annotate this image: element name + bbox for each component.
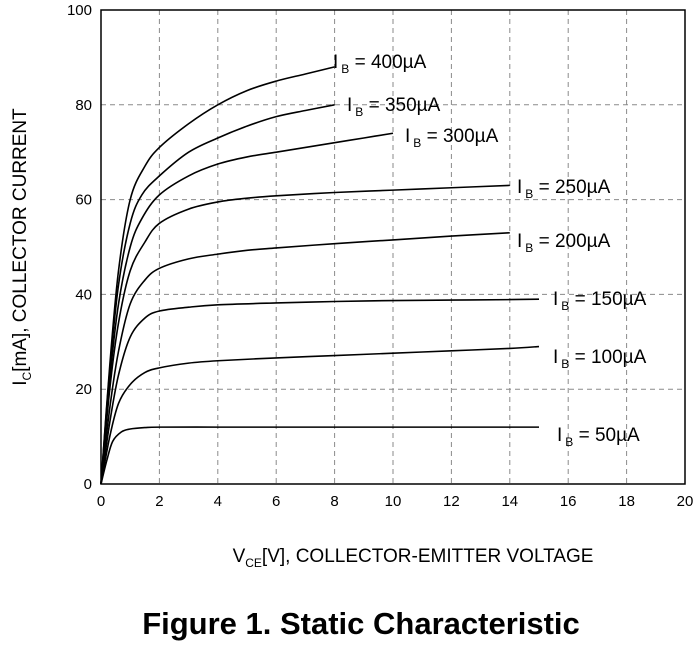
y-tick-label: 60 xyxy=(75,192,92,209)
grid xyxy=(101,10,685,484)
series-curve-2 xyxy=(100,104,335,485)
x-tick-label: 16 xyxy=(560,493,577,510)
series-curve-1 xyxy=(100,66,335,485)
y-tick-label: 20 xyxy=(75,381,92,398)
x-tick-label: 12 xyxy=(443,493,460,510)
y-axis-title-main: I xyxy=(10,380,31,385)
x-tick-labels: 0 2 4 6 8 10 12 14 16 18 20 xyxy=(97,493,694,510)
x-tick-label: 8 xyxy=(330,493,338,510)
x-axis-title-sub: CE xyxy=(245,556,262,570)
curves xyxy=(100,66,540,485)
y-tick-label: 40 xyxy=(75,286,92,303)
plot-frame xyxy=(100,9,686,485)
series-curve-7 xyxy=(100,345,540,485)
series-curve-4 xyxy=(100,184,510,485)
x-tick-label: 6 xyxy=(272,493,280,510)
series-curve-5 xyxy=(100,231,510,485)
y-tick-label: 80 xyxy=(75,97,92,114)
x-axis-title: VCE[V], COLLECTOR-EMITTER VOLTAGE xyxy=(233,546,594,570)
y-tick-label: 100 xyxy=(67,2,92,19)
y-axis-title: IC[mA], COLLECTOR CURRENT xyxy=(10,108,34,386)
x-tick-label: 2 xyxy=(155,493,163,510)
series-curve-8 xyxy=(100,426,539,485)
x-tick-label: 20 xyxy=(677,493,694,510)
y-axis-title-sub: C xyxy=(20,371,34,380)
x-tick-label: 10 xyxy=(385,493,402,510)
x-axis-title-rest: [V], COLLECTOR-EMITTER VOLTAGE xyxy=(262,546,594,567)
series-curve-3 xyxy=(100,132,394,485)
y-tick-label: 0 xyxy=(84,476,92,493)
x-tick-label: 18 xyxy=(618,493,635,510)
x-axis-title-main: V xyxy=(233,546,246,567)
y-tick-labels: 0 20 40 60 80 100 xyxy=(67,2,92,493)
y-axis-title-rest: [mA], COLLECTOR CURRENT xyxy=(10,108,31,372)
series-curve-6 xyxy=(100,298,540,485)
figure-title: Figure 1. Static Characteristic xyxy=(142,606,580,641)
x-tick-label: 14 xyxy=(501,493,518,510)
x-tick-label: 4 xyxy=(214,493,222,510)
x-tick-label: 0 xyxy=(97,493,105,510)
